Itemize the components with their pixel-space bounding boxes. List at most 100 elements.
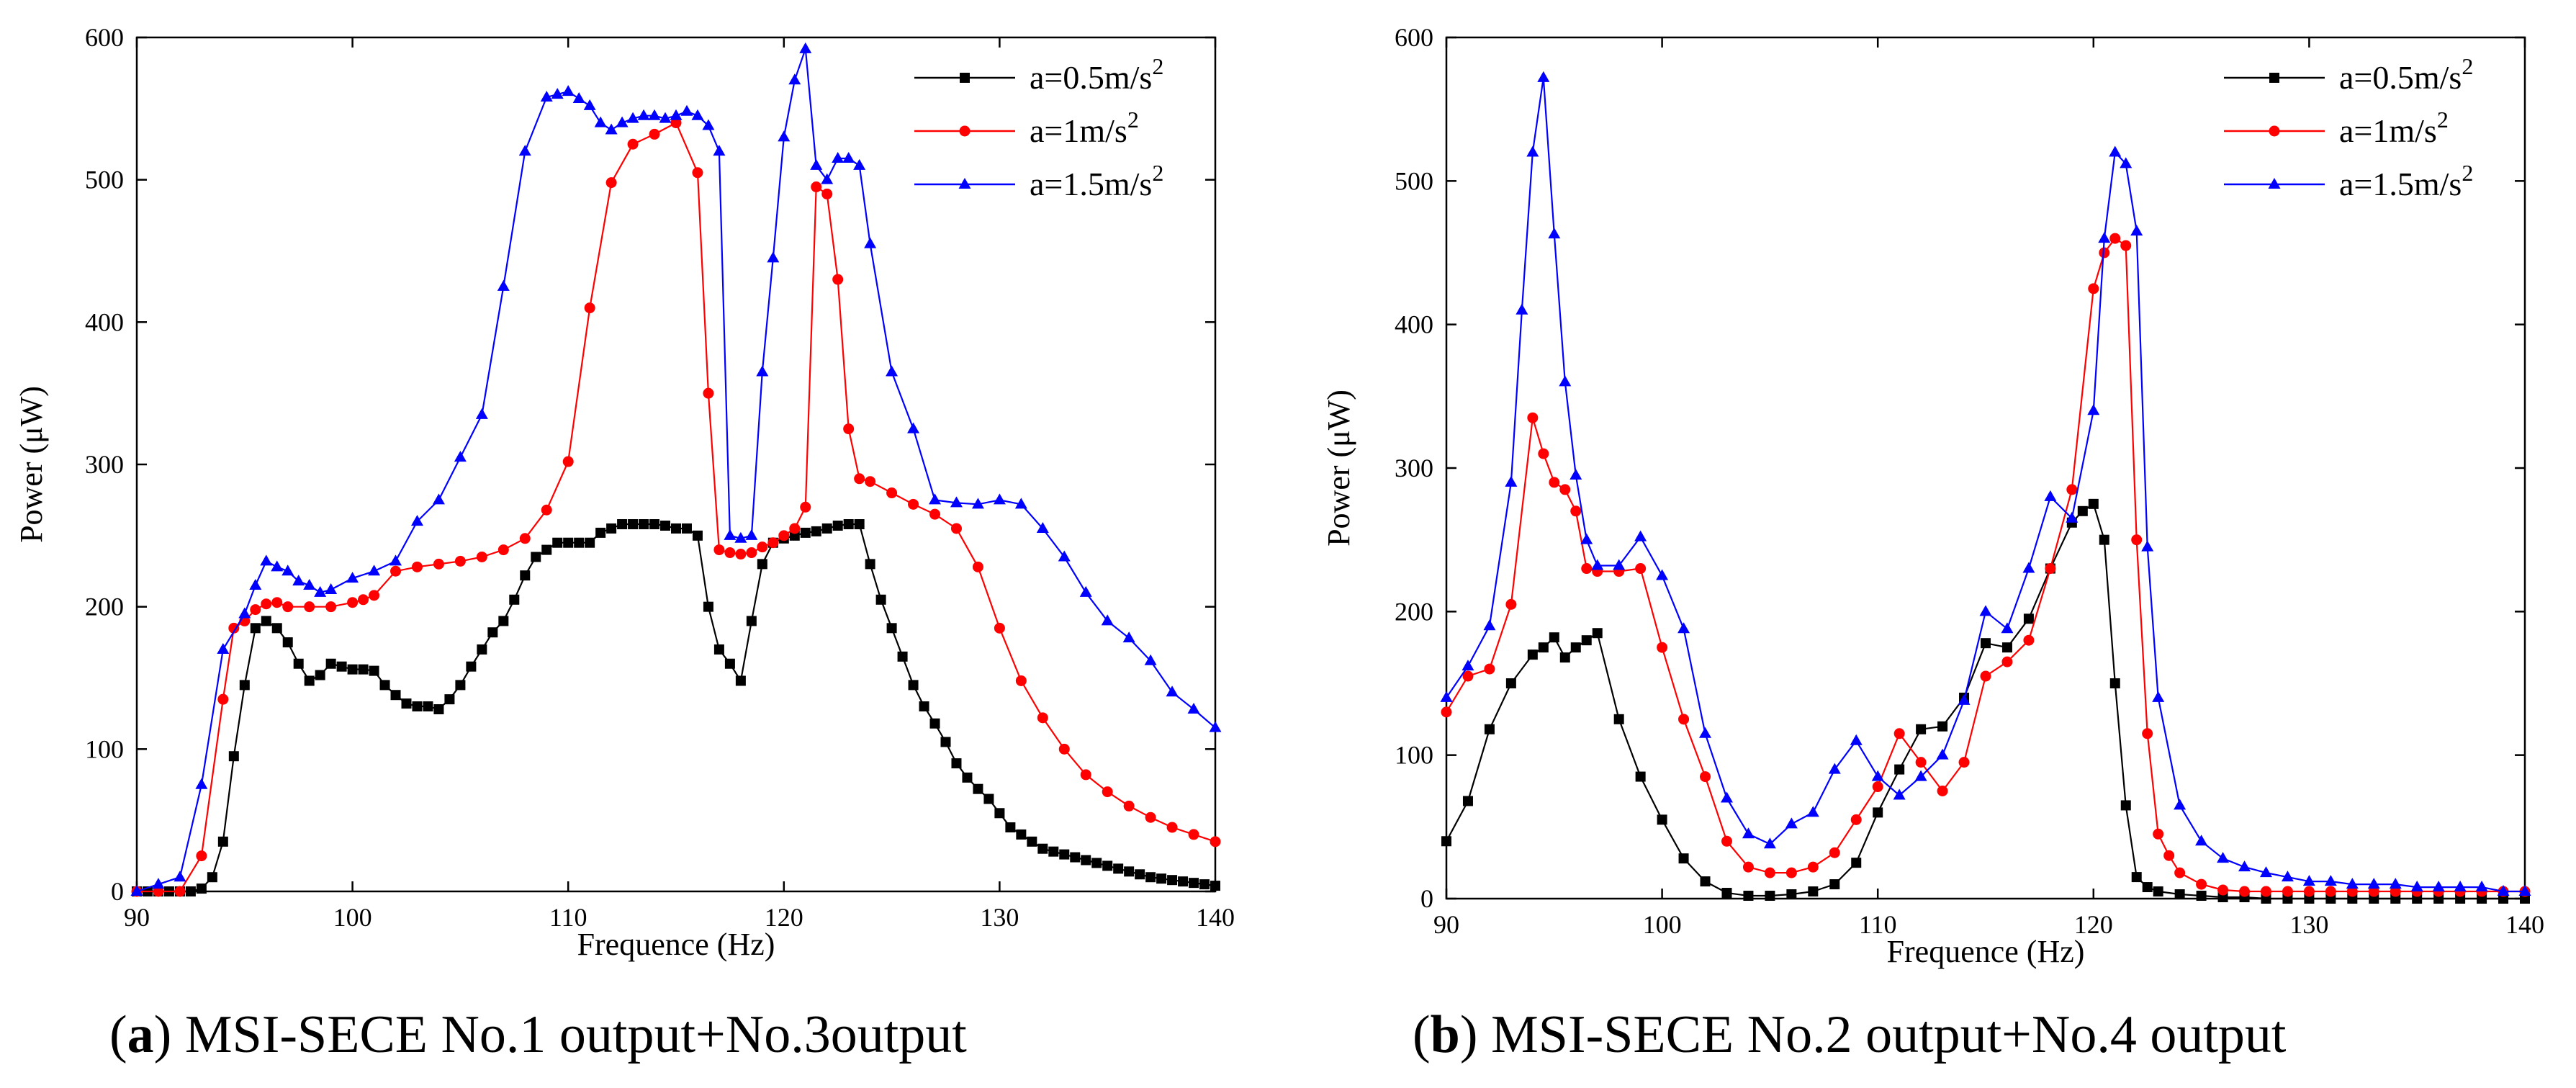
data-point-square: [628, 519, 639, 530]
data-point-square: [2099, 534, 2109, 545]
data-point-triangle: [950, 496, 963, 508]
data-point-circle: [1937, 786, 1948, 796]
data-point-triangle: [594, 116, 607, 127]
data-point-circle: [1441, 706, 1452, 718]
data-point-triangle: [724, 529, 737, 540]
legend-entry: a=0.5m/s2: [2224, 53, 2473, 96]
data-point-circle: [929, 508, 941, 520]
x-tick-label: 130: [980, 903, 1019, 932]
data-point-circle: [2368, 886, 2379, 897]
data-point-triangle: [410, 515, 423, 526]
data-point-triangle: [1893, 788, 1906, 800]
data-point-square: [358, 664, 369, 675]
series-triangle: [1440, 71, 2531, 896]
data-point-circle: [1188, 829, 1199, 840]
data-point-circle: [605, 177, 617, 189]
data-point-triangle: [249, 579, 262, 590]
data-point-triangle: [2022, 562, 2035, 573]
data-point-triangle: [572, 91, 585, 103]
data-point-triangle: [1036, 521, 1049, 533]
x-tick-label: 120: [765, 903, 803, 932]
y-tick-label: 400: [1395, 310, 1433, 339]
data-point-circle: [261, 598, 272, 610]
y-tick-label: 0: [1420, 884, 1433, 913]
data-point-square: [552, 537, 563, 548]
data-point-circle: [1102, 786, 1113, 798]
data-point-circle: [865, 476, 876, 487]
data-point-square: [1484, 724, 1495, 734]
data-point-square: [606, 523, 617, 534]
data-point-circle: [1559, 484, 1571, 495]
data-point-square: [379, 680, 390, 691]
data-point-circle: [1872, 781, 1883, 793]
data-point-triangle: [1187, 702, 1200, 714]
data-point-circle: [854, 473, 865, 485]
data-point-triangle: [788, 73, 801, 85]
data-point-square: [703, 601, 713, 612]
data-point-triangle: [702, 119, 715, 130]
data-point-circle: [1958, 757, 1970, 768]
data-point-square: [1873, 807, 1883, 818]
data-point-circle: [390, 565, 402, 577]
data-point-square: [1441, 836, 1451, 847]
data-point-triangle: [2497, 885, 2510, 896]
data-point-circle: [1850, 814, 1862, 825]
data-point-triangle: [1526, 145, 1539, 157]
data-point-circle: [1657, 642, 1668, 653]
data-point-circle: [2109, 233, 2121, 244]
data-point-triangle: [1580, 533, 1593, 544]
data-point-triangle: [432, 493, 445, 505]
data-point-circle: [789, 523, 801, 534]
data-point-circle: [228, 622, 240, 634]
data-point-circle: [2045, 563, 2056, 575]
data-point-square: [1113, 863, 1124, 874]
y-tick-label: 0: [111, 877, 124, 906]
data-point-square: [1937, 721, 1948, 732]
data-point-square: [336, 661, 347, 672]
data-point-circle: [271, 597, 283, 608]
data-point-triangle: [152, 878, 165, 889]
data-point-triangle: [238, 607, 251, 619]
data-point-circle: [2196, 878, 2207, 890]
data-point-square: [897, 651, 908, 662]
data-point-triangle: [1591, 559, 1604, 570]
data-point-triangle: [368, 565, 381, 576]
data-point-circle: [411, 561, 423, 572]
data-point-triangle: [691, 109, 704, 120]
data-point-square: [185, 886, 196, 896]
data-point-triangle: [518, 145, 531, 156]
data-point-triangle: [2518, 885, 2531, 896]
data-point-triangle: [1483, 619, 1496, 631]
data-point-circle: [767, 537, 779, 549]
data-point-triangle: [2410, 881, 2423, 892]
data-point-square: [595, 527, 606, 538]
data-point-triangle: [842, 152, 855, 163]
caption-a-letter: a: [127, 1005, 154, 1064]
data-point-square: [509, 594, 520, 605]
data-point-circle: [757, 541, 768, 553]
data-point-circle: [1080, 769, 1091, 781]
data-point-square: [1102, 860, 1113, 871]
legend-label-superscript: 2: [2462, 160, 2473, 186]
data-point-square: [692, 530, 703, 541]
data-point-triangle: [2475, 881, 2488, 892]
data-point-circle: [1700, 771, 1711, 783]
data-point-circle: [1123, 800, 1135, 811]
data-point-triangle: [670, 109, 683, 120]
legend-entry: a=1m/s2: [2224, 107, 2449, 149]
y-tick-label: 200: [1395, 597, 1433, 626]
data-point-circle: [800, 501, 811, 513]
data-point-square: [1124, 866, 1135, 877]
data-point-square: [1505, 678, 1516, 688]
data-point-square: [617, 519, 628, 530]
data-point-circle: [692, 167, 703, 179]
data-point-triangle: [1914, 770, 1927, 781]
data-point-circle: [2153, 828, 2164, 840]
x-axis-label: Frequence (Hz): [577, 927, 775, 962]
data-point-square: [1808, 886, 1819, 897]
data-point-square: [1210, 881, 1220, 891]
data-point-circle: [1980, 670, 1991, 682]
legend-label-superscript: 2: [1152, 160, 1163, 186]
data-point-square: [929, 718, 940, 729]
data-point-triangle: [2281, 871, 2294, 882]
